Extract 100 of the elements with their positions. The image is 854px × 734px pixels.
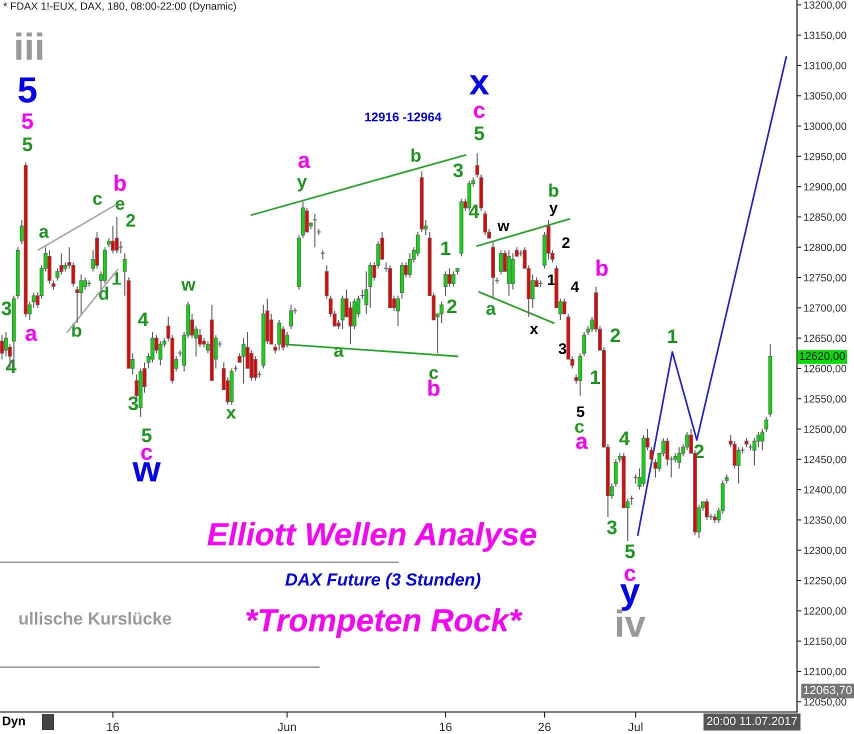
text: Dyn [2, 716, 25, 728]
candlestick [110, 225, 115, 254]
x-tick-label: 16 [440, 722, 452, 732]
candlestick [277, 319, 282, 351]
annotation: 4 [138, 312, 148, 326]
annotation: 1 [668, 330, 678, 344]
annotation: 3 [453, 163, 463, 178]
candlestick [289, 304, 294, 330]
x-tick-label: 26 [538, 722, 551, 732]
candlestick [704, 498, 709, 520]
y-tick-label: 12050,00 [804, 698, 846, 707]
candlestick [712, 513, 717, 524]
y-tick-label: 13200,00 [804, 1, 846, 10]
text: 12063,70 [804, 686, 852, 696]
candlestick [452, 270, 456, 288]
annotation: w [497, 222, 510, 231]
annotation: y [620, 584, 640, 611]
annotation: x [226, 409, 236, 419]
annotation: w [181, 281, 196, 291]
annotation: a [298, 156, 310, 168]
annotation: 5 [22, 113, 33, 129]
annotation: x [469, 75, 490, 94]
annotation: b [596, 260, 608, 276]
annotation: c [624, 568, 636, 581]
text: 12620,00 [800, 352, 845, 362]
annotation: 1 [441, 242, 450, 256]
candlestick [483, 210, 488, 236]
candlestick [83, 276, 88, 290]
y-tick-label: 12150,00 [804, 638, 846, 646]
candlestick [736, 446, 741, 484]
annotation: y [297, 178, 307, 192]
y-tick-label: 12900,00 [804, 183, 846, 192]
chart-title: * FDAX 1!-EUX, DAX, 180, 08:00-22:00 (Dynamic) [3, 2, 236, 12]
y-tick-label: 12500,00 [804, 426, 846, 434]
y-tick-label: 13100,00 [804, 62, 846, 71]
x-tick-label: 16 [107, 722, 119, 732]
y-tick-label: 12200,00 [804, 607, 846, 616]
annotation: b [412, 148, 421, 162]
y-tick-label: 12400,00 [804, 486, 846, 495]
annotation: b [114, 174, 126, 191]
annotation: 4 [570, 281, 580, 292]
annotation: 5 [18, 77, 36, 103]
annotation: c [474, 106, 485, 118]
candlestick [106, 238, 111, 248]
y-tick-label: 12700,00 [804, 304, 846, 313]
candlestick [562, 298, 566, 314]
text: 20:00 11.07.2017 [707, 716, 797, 726]
annotation: 12916 -12964 [365, 112, 442, 122]
candlestick [254, 356, 258, 382]
candlestick [499, 250, 503, 276]
annotation: c [429, 369, 438, 380]
y-tick-label: 12650,00 [804, 334, 846, 344]
annotation: w [132, 462, 161, 482]
candlestick [348, 301, 352, 345]
candlestick [444, 270, 448, 296]
annotation: 5 [474, 126, 484, 140]
candlestick [0, 334, 4, 360]
candlestick [320, 250, 325, 260]
annotation: 2 [610, 328, 620, 342]
annotation: a [576, 436, 588, 449]
y-tick-label: 12950,00 [804, 152, 846, 162]
candlestick [396, 295, 400, 327]
annotation: DAX Future (3 Stunden) [285, 572, 480, 590]
candlestick [118, 240, 123, 254]
annotation: 5 [576, 406, 584, 418]
y-tick-label: 12350,00 [804, 516, 846, 526]
y-tick-label: 12450,00 [804, 456, 846, 464]
annotation: c [575, 422, 584, 433]
candlestick [448, 268, 452, 288]
x-tick-label: Jul [628, 722, 642, 732]
annotation: e [116, 200, 124, 210]
y-tick-label: 12100,00 [804, 668, 846, 677]
annotation: a [39, 228, 49, 238]
annotation: 5 [22, 138, 32, 152]
annotation: 5 [142, 428, 152, 442]
annotation: x [530, 326, 538, 334]
annotation: 3 [128, 396, 138, 410]
y-tick-label: 12850,00 [804, 213, 846, 222]
annotation: 4 [619, 432, 630, 446]
y-tick-label: 12300,00 [804, 546, 846, 556]
annotation: 1 [548, 274, 556, 285]
annotation: Elliott Wellen Analyse [207, 522, 536, 552]
annotation: b [549, 184, 558, 197]
y-tick-label: 13050,00 [804, 92, 846, 101]
annotation: ullische Kurslücke [19, 612, 172, 625]
annotation: b [428, 380, 440, 396]
annotation: 4 [468, 204, 480, 218]
candlestick [440, 301, 444, 324]
y-tick-label: 12250,00 [804, 577, 846, 586]
y-tick-label: 13000,00 [804, 122, 846, 132]
annotation: b [72, 324, 82, 337]
y-tick-label: 12600,00 [804, 364, 846, 374]
annotation: a [26, 328, 38, 341]
annotation: 2 [562, 237, 570, 248]
candlestick [285, 332, 290, 348]
candlestick [340, 295, 344, 330]
x-tick-label: Jun [278, 722, 296, 732]
annotation: 3 [2, 301, 12, 316]
candlestick [634, 474, 638, 484]
y-tick-label: 12800,00 [804, 244, 846, 252]
